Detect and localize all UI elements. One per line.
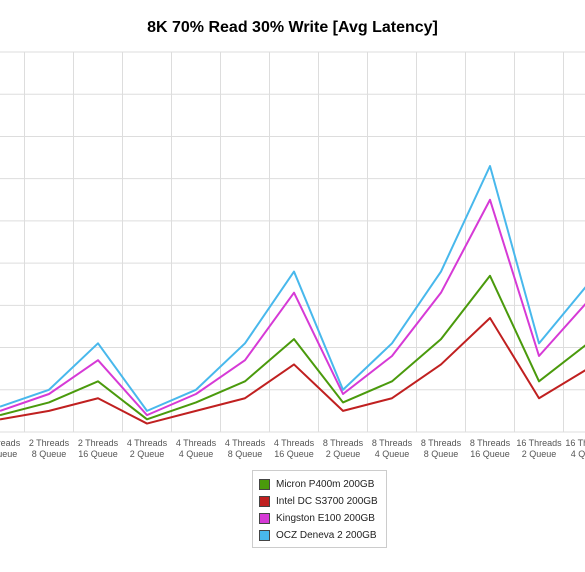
grid: [0, 51, 585, 433]
legend-label: OCZ Deneva 2 200GB: [276, 529, 377, 541]
x-tick-label: 16 Threads 2 Queue: [516, 438, 562, 459]
series-line-4: [0, 165, 585, 412]
x-tick-label: 4 Threads 4 Queue: [176, 438, 217, 459]
legend: Micron P400m 200GB Intel DC S3700 200GB Ki…: [252, 470, 387, 548]
legend-swatch: [259, 478, 270, 490]
x-tick-label: 2 Threads 16 Queue: [78, 438, 119, 459]
x-tick-label: 8 Threads 2 Queue: [323, 438, 364, 459]
legend-label: Micron P400m 200GB: [276, 478, 375, 490]
legend-item: Intel DC S3700 200GB: [259, 494, 378, 508]
series-line-1: [0, 274, 585, 421]
legend-item: Kingston E100 200GB: [259, 511, 375, 525]
x-tick-label: 4 Threads 2 Queue: [127, 438, 168, 459]
x-tick-label: 4 Threads 8 Queue: [225, 438, 266, 459]
chart-title: 8K 70% Read 30% Write [Avg Latency]: [147, 19, 438, 36]
x-tick-label: 8 Threads 4 Queue: [372, 438, 413, 459]
legend-label: Intel DC S3700 200GB: [276, 495, 378, 507]
x-tick-label: 8 Threads 8 Queue: [421, 438, 462, 459]
series-line-3: [0, 198, 585, 417]
legend-item: Micron P400m 200GB: [259, 477, 374, 491]
series-line-2: [0, 317, 585, 425]
x-tick-label: 8 Threads 16 Queue: [470, 438, 511, 459]
legend-label: Kingston E100 200GB: [276, 512, 375, 524]
x-tick-label: 4 Threads 16 Queue: [274, 438, 315, 459]
legend-swatch: [259, 529, 270, 541]
legend-swatch: [259, 495, 270, 507]
legend-swatch: [259, 512, 270, 524]
series-lines: [0, 165, 585, 425]
legend-item: OCZ Deneva 2 200GB: [259, 528, 377, 542]
x-tick-label: 2 Threads 8 Queue: [29, 438, 70, 459]
